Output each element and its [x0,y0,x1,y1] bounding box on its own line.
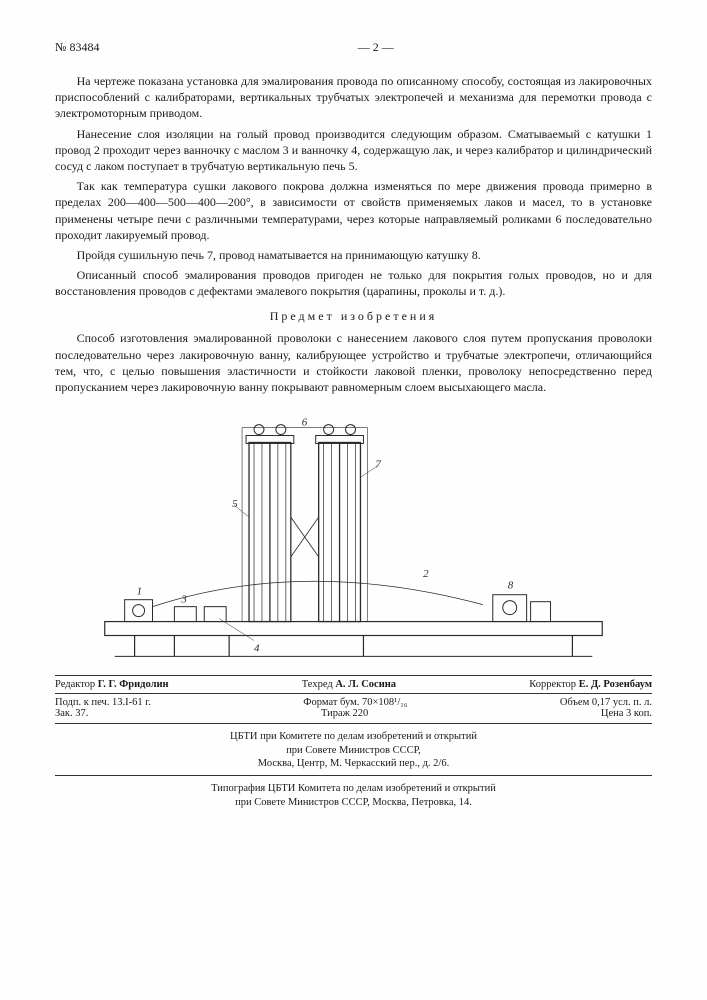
spool-8 [493,595,551,622]
meta-date: Подп. к печ. 13.I-61 г. [55,697,151,708]
figure-label-7: 7 [375,459,381,471]
page-header: № 83484 — 2 — [55,40,652,55]
paragraph-6: Способ изготовления эмалированной провол… [55,330,652,395]
meta-tirage: Тираж 220 [321,708,368,719]
page-number: — 2 — [358,40,394,55]
page: № 83484 — 2 — На чертеже показана устано… [0,0,707,1000]
figure-label-3: 3 [180,594,187,606]
section-title: Предмет изобретения [55,309,652,324]
imprint-2: Типография ЦБТИ Комитета по делам изобре… [55,782,652,809]
divider-2 [55,775,652,776]
paragraph-1: На чертеже показана установка для эмалир… [55,73,652,122]
divider [55,723,652,724]
print-meta: Подп. к печ. 13.I-61 г. Формат бум. 70×1… [55,693,652,719]
doc-number: № 83484 [55,40,99,55]
meta-format: Формат бум. 70×108¹/₁₆ [303,697,407,708]
figure-label-8: 8 [508,580,514,592]
tech-editor: Техред А. Л. Сосина [302,679,396,690]
figure-label-2: 2 [423,568,429,580]
imprint-1: ЦБТИ при Комитете по делам изобретений и… [55,730,652,771]
paragraph-4: Пройдя сушильную печь 7, провод наматыва… [55,247,652,263]
figure-label-1: 1 [137,586,142,598]
meta-order: Зак. 37. [55,708,88,719]
paragraph-5: Описанный способ эмалирования проводов п… [55,267,652,299]
spool-1 [125,600,153,622]
meta-volume: Объем 0,17 усл. п. л. [560,697,652,708]
paragraph-2: Нанесение слоя изоляции на голый провод … [55,126,652,175]
meta-price: Цена 3 коп. [601,708,652,719]
furnace-7 [316,436,364,622]
corrector: Корректор Е. Д. Розенбаум [529,679,652,690]
editor: Редактор Г. Г. Фридолин [55,679,169,690]
figure-label-6: 6 [302,417,308,429]
paragraph-3: Так как температура сушки лакового покро… [55,178,652,243]
figure-label-4: 4 [254,643,260,655]
furnace-5 [246,436,294,622]
credits-row: Редактор Г. Г. Фридолин Техред А. Л. Сос… [55,675,652,690]
figure-label-5: 5 [232,498,238,510]
technical-drawing: 1 2 3 4 5 6 7 8 [55,407,652,667]
